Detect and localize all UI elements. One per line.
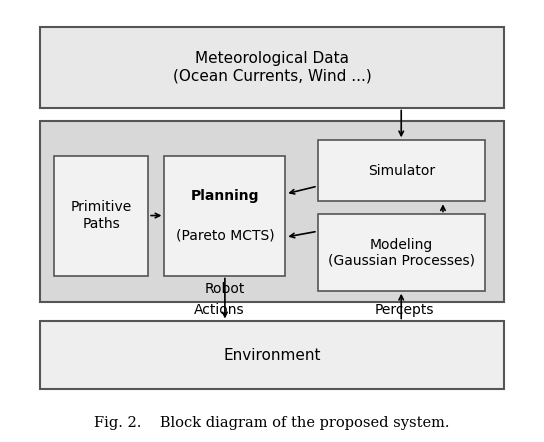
FancyBboxPatch shape — [54, 156, 148, 275]
FancyBboxPatch shape — [164, 156, 286, 275]
FancyBboxPatch shape — [40, 121, 504, 302]
FancyBboxPatch shape — [318, 214, 485, 291]
Text: Simulator: Simulator — [368, 164, 435, 178]
Text: Actions: Actions — [194, 304, 245, 317]
Text: Primitive
Paths: Primitive Paths — [70, 200, 132, 231]
FancyBboxPatch shape — [40, 321, 504, 389]
FancyBboxPatch shape — [318, 140, 485, 202]
Text: Meteorological Data
(Ocean Currents, Wind ...): Meteorological Data (Ocean Currents, Win… — [172, 51, 372, 84]
FancyBboxPatch shape — [40, 27, 504, 107]
Text: Planning: Planning — [190, 189, 259, 203]
Text: Robot: Robot — [205, 282, 245, 296]
Text: (Pareto MCTS): (Pareto MCTS) — [176, 228, 274, 242]
Text: Modeling
(Gaussian Processes): Modeling (Gaussian Processes) — [327, 237, 475, 268]
Text: Environment: Environment — [223, 348, 321, 363]
Text: Percepts: Percepts — [374, 304, 434, 317]
Text: Fig. 2.    Block diagram of the proposed system.: Fig. 2. Block diagram of the proposed sy… — [94, 416, 450, 431]
